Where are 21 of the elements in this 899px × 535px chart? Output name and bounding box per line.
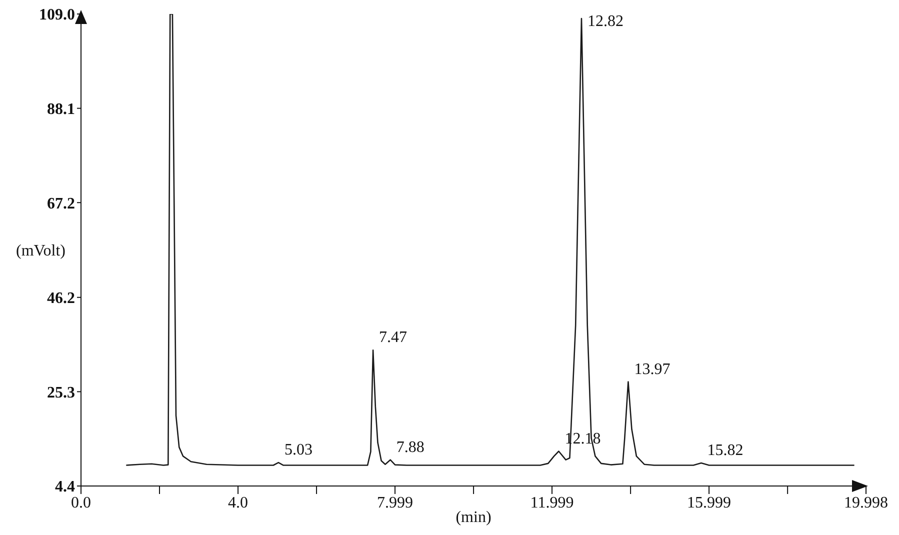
x-tick-label: 11.999 <box>530 494 574 512</box>
x-tick-label: 0.0 <box>71 494 91 512</box>
y-tick-label: 25.3 <box>47 384 75 402</box>
annotation: 12.82 <box>587 13 624 30</box>
annotation: 5.03 <box>284 442 312 459</box>
x-tick-label: 4.0 <box>228 494 248 512</box>
y-tick-label: 67.2 <box>47 195 75 212</box>
y-tick-label: 46.2 <box>47 290 75 308</box>
y-tick-label: 109.0 <box>39 6 75 24</box>
y-tick-label: 4.4 <box>55 478 75 496</box>
y-axis-title: (mVolt) <box>16 242 66 260</box>
annotation: 13.97 <box>634 360 670 378</box>
annotation: 7.47 <box>379 329 408 346</box>
x-tick-label: 19.998 <box>844 494 888 512</box>
annotation: 15.82 <box>707 442 744 459</box>
annotation: 7.88 <box>396 438 424 456</box>
x-axis-title: (min) <box>456 509 492 526</box>
y-tick-label: 88.1 <box>47 100 75 118</box>
x-tick-label: 7.999 <box>376 494 413 512</box>
x-tick-label: 15.999 <box>687 494 732 512</box>
line-series <box>125 14 855 466</box>
